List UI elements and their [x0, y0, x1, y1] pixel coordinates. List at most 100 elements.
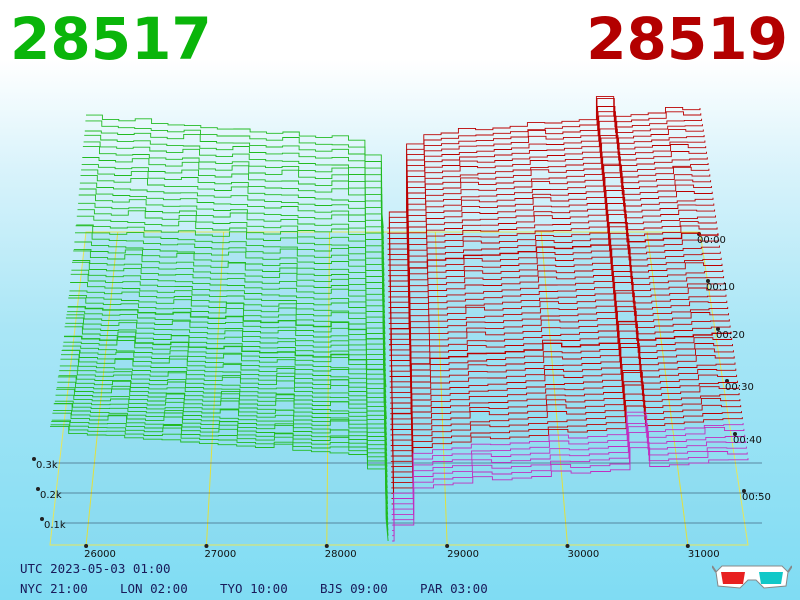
depth-chart: 26000 27000 28000 29000 30000 31000 0.1k 0.2k 0.…	[32, 96, 771, 560]
ask-depth-line	[388, 142, 708, 277]
bid-depth-line	[72, 260, 386, 345]
ask-depth-line	[391, 400, 742, 500]
city-time-tyo: TYO 10:00	[220, 581, 288, 596]
bid-depth-line	[59, 365, 388, 457]
x-tick-label: 29000	[447, 549, 479, 560]
bid-depth-line	[72, 261, 386, 351]
price-tick-dot	[565, 544, 570, 548]
bid-depth-line	[71, 269, 386, 356]
ask-depth-line	[391, 426, 747, 526]
ask-depth-line	[392, 447, 749, 542]
bid-depth-line	[51, 419, 389, 526]
ask-depth-line	[390, 343, 735, 452]
bid-depth-line	[70, 273, 386, 361]
x-tick-label: 27000	[204, 549, 236, 560]
city-time-lon: LON 02:00	[120, 581, 188, 596]
bid-price: 28517	[10, 5, 212, 73]
price-tick-dot	[84, 544, 89, 548]
bid-depth-line	[50, 425, 389, 542]
bid-depth-line	[61, 349, 388, 441]
ask-depth-lines	[387, 96, 749, 542]
bid-depth-line	[82, 157, 385, 260]
ask-depth-line	[390, 306, 730, 420]
ask-depth-line	[392, 431, 747, 531]
bid-depth-line	[50, 424, 389, 536]
bid-depth-line	[83, 141, 385, 250]
ask-depth-line	[388, 185, 714, 314]
3d-glasses-icon[interactable]	[712, 560, 792, 594]
bid-depth-line	[79, 182, 385, 282]
bid-depth-line	[63, 340, 387, 425]
bid-depth-line	[64, 335, 387, 420]
bid-depth-line	[51, 420, 389, 531]
bid-depth-line	[70, 282, 386, 366]
volume-tick-dot	[40, 517, 44, 521]
ask-depth-line	[390, 330, 733, 441]
bid-depth-line	[78, 194, 385, 292]
ask-depth-line	[388, 165, 712, 298]
ask-depth-line	[391, 411, 744, 510]
ask-depth-line	[389, 226, 720, 351]
time-tick-label: 00:50	[742, 492, 771, 503]
bid-depth-line	[84, 134, 385, 244]
bid-depth-line	[73, 248, 386, 335]
ask-depth-line	[389, 248, 723, 372]
floor-plane	[49, 231, 749, 546]
price-tick-dot	[445, 544, 450, 548]
ask-depth-line	[388, 151, 709, 282]
ask-depth-line	[388, 176, 713, 309]
city-time-par: PAR 03:00	[420, 581, 488, 596]
ask-depth-line	[387, 120, 705, 255]
ask-depth-line	[390, 310, 731, 425]
bid-depth-line	[76, 224, 386, 313]
city-time-nyc: NYC 21:00	[20, 581, 88, 596]
bid-depth-line	[81, 164, 385, 266]
x-tick-label: 30000	[567, 549, 599, 560]
price-tick-dot	[204, 544, 209, 548]
bid-depth-line	[65, 322, 387, 409]
ask-depth-line	[387, 96, 701, 229]
ask-depth-line	[388, 172, 712, 303]
bid-depth-lines	[50, 114, 389, 542]
chart-floor	[49, 231, 749, 546]
bid-depth-line	[52, 412, 389, 520]
ask-depth-line	[388, 197, 716, 324]
bid-depth-line	[86, 114, 384, 229]
bid-depth-line	[59, 370, 388, 462]
bid-depth-line	[62, 349, 387, 435]
time-tick-label: 00:40	[733, 435, 762, 446]
bid-depth-line	[57, 381, 388, 478]
ask-depth-line	[391, 371, 739, 478]
ask-depth-line	[389, 232, 720, 356]
ask-depth-line	[388, 137, 707, 271]
ask-depth-line	[391, 381, 740, 484]
ask-depth-line	[391, 370, 738, 473]
time-tick-label: 00:00	[697, 235, 726, 246]
bid-depth-line	[68, 294, 387, 377]
ask-depth-line	[387, 115, 704, 250]
ask-depth-line	[389, 256, 724, 377]
ask-depth-line	[387, 106, 703, 240]
ask-depth-line	[387, 128, 706, 261]
bid-depth-line	[85, 120, 384, 234]
ask-depth-line	[390, 320, 732, 431]
bid-depth-line	[79, 188, 385, 287]
ask-depth-line	[391, 405, 743, 505]
bid-depth-line	[74, 241, 386, 329]
bid-depth-line	[78, 202, 385, 298]
bid-depth-line	[76, 215, 385, 308]
bid-depth-line	[53, 409, 389, 515]
ask-depth-line	[389, 271, 725, 388]
price-tick-dot	[685, 544, 690, 548]
ask-depth-line	[391, 363, 738, 468]
bid-depth-line	[69, 290, 386, 372]
ask-depth-line	[392, 441, 748, 537]
ask-depth-line	[390, 323, 733, 436]
ask-depth-line	[387, 135, 707, 266]
time-tick-dot	[742, 489, 746, 493]
volume-tick-dot	[36, 487, 40, 491]
ask-depth-line	[389, 282, 727, 399]
ask-depth-line	[387, 98, 702, 234]
volume-tick-dot	[32, 457, 36, 461]
bid-depth-line	[66, 314, 387, 398]
